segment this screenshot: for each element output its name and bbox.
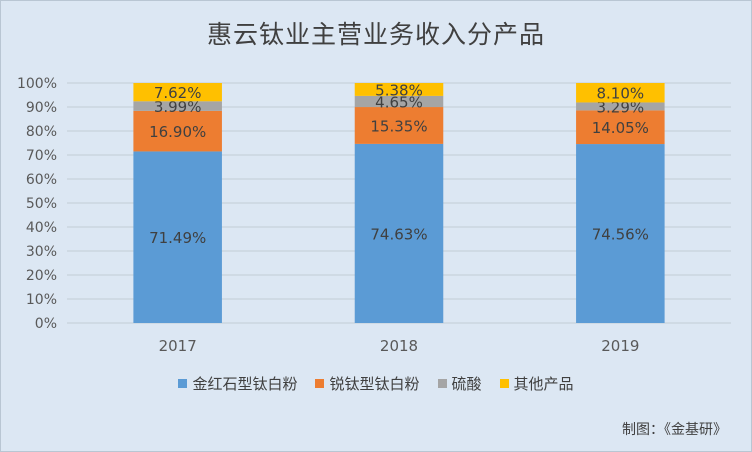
legend-label: 金红石型钛白粉 — [192, 375, 298, 393]
legend-label: 硫酸 — [451, 375, 482, 393]
y-tick-label: 0% — [35, 316, 57, 332]
bar-segment — [133, 151, 222, 323]
data-label: 8.10% — [597, 85, 645, 103]
bar-segment — [576, 102, 665, 111]
bar-segment — [133, 101, 222, 111]
data-label: 3.29% — [597, 98, 645, 116]
data-label: 14.05% — [592, 119, 649, 137]
legend-swatch — [178, 379, 188, 388]
bar-segment — [133, 83, 222, 102]
chart-legend: 金红石型钛白粉 锐钛型钛白粉 硫酸 其他产品 — [1, 373, 751, 394]
y-tick-label: 20% — [26, 268, 57, 284]
data-label: 15.35% — [370, 117, 427, 135]
legend-swatch — [499, 379, 509, 388]
bar-segment — [576, 83, 665, 103]
y-tick-label: 90% — [26, 100, 57, 116]
legend-item: 硫酸 — [437, 373, 482, 394]
x-tick-label: 2018 — [380, 337, 418, 355]
y-tick-label: 60% — [26, 172, 57, 188]
legend-item: 其他产品 — [499, 373, 574, 394]
bar-segment — [133, 110, 222, 152]
legend-item: 金红石型钛白粉 — [178, 373, 297, 394]
data-label: 3.99% — [154, 98, 202, 116]
legend-label: 锐钛型钛白粉 — [329, 375, 420, 393]
data-label: 71.49% — [149, 229, 206, 247]
data-label: 16.90% — [149, 123, 206, 141]
y-tick-label: 70% — [26, 148, 57, 164]
bar-segment — [576, 110, 665, 145]
y-tick-label: 40% — [26, 220, 57, 236]
data-label: 74.56% — [592, 226, 649, 244]
y-tick-label: 10% — [26, 292, 57, 308]
data-label: 74.63% — [370, 225, 427, 243]
data-label: 4.65% — [375, 93, 423, 111]
y-tick-label: 100% — [17, 76, 57, 92]
bar-segment — [354, 95, 444, 108]
x-tick-label: 2019 — [601, 337, 639, 355]
legend-item: 锐钛型钛白粉 — [315, 373, 420, 394]
source-note: 制图：《金基研》 — [622, 422, 727, 438]
bar-segment — [576, 144, 665, 323]
bar-segment — [354, 143, 444, 323]
y-tick-label: 80% — [26, 124, 57, 140]
legend-label: 其他产品 — [513, 375, 574, 393]
y-tick-label: 30% — [26, 244, 57, 260]
legend-swatch — [437, 379, 447, 388]
data-label: 7.62% — [154, 84, 202, 102]
y-tick-label: 50% — [26, 196, 57, 212]
bar-segment — [354, 107, 444, 144]
data-label: 5.38% — [375, 81, 423, 99]
chart-title: 惠云钛业主营业务收入分产品 — [206, 20, 545, 49]
x-tick-label: 2017 — [159, 337, 197, 355]
bar-segment — [354, 83, 444, 96]
legend-swatch — [315, 379, 325, 388]
